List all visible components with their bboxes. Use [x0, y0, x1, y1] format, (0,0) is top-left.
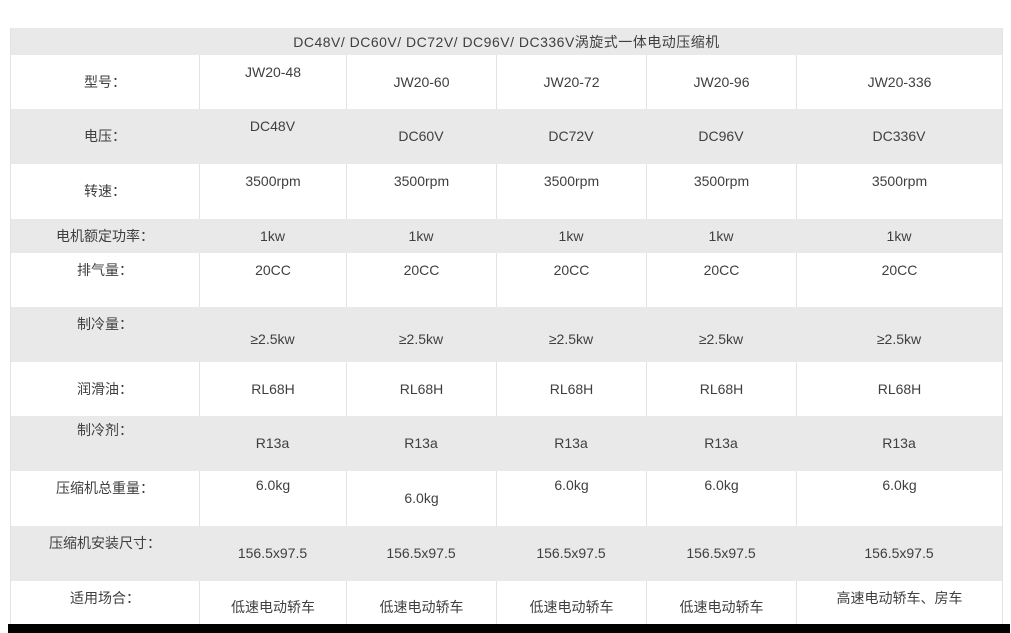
spec-value: R13a: [255, 435, 290, 451]
spec-value: 20CC: [646, 253, 796, 307]
spec-value: R13a: [704, 435, 738, 451]
spec-value: 20CC: [346, 253, 496, 307]
spec-value: JW20-60: [346, 55, 496, 109]
spec-value: ≥2.5kw: [876, 331, 922, 347]
row-label: 压缩机安装尺寸：: [49, 535, 161, 551]
spec-value: R13a: [554, 435, 588, 451]
spec-row-refrigerant: 制冷剂： R13a R13a R13a R13a R13a: [11, 416, 1002, 471]
spec-row-displacement: 排气量： 20CC 20CC 20CC 20CC 20CC: [11, 253, 1002, 307]
spec-row-speed: 转速： 3500rpm 3500rpm 3500rpm 3500rpm 3500…: [11, 164, 1002, 219]
spec-value: JW20-336: [796, 55, 1002, 109]
spec-row-cooling: 制冷量： ≥2.5kw ≥2.5kw ≥2.5kw ≥2.5kw ≥2.5kw: [11, 307, 1002, 362]
spec-value: 6.0kg: [796, 471, 1002, 526]
spec-value: 156.5x97.5: [536, 545, 606, 561]
spec-value: JW20-72: [496, 55, 646, 109]
spec-value: 低速电动轿车: [346, 581, 496, 633]
spec-value: 20CC: [496, 253, 646, 307]
spec-value: DC60V: [398, 128, 444, 144]
spec-value: 1kw: [260, 227, 285, 244]
spec-value: 156.5x97.5: [864, 545, 934, 561]
row-label: 型号：: [84, 73, 126, 90]
spec-value: DC72V: [548, 128, 594, 144]
spec-value: DC96V: [698, 128, 744, 144]
spec-value: RL68H: [346, 362, 496, 416]
row-label: 电机额定功率：: [56, 227, 154, 244]
spec-value: RL68H: [496, 362, 646, 416]
row-label: 电压：: [84, 128, 126, 144]
spec-value: 3500rpm: [199, 164, 346, 219]
spec-value: R13a: [882, 435, 916, 451]
spec-row-model: 型号： JW20-48 JW20-60 JW20-72 JW20-96 JW20…: [11, 55, 1002, 109]
spec-value: 20CC: [796, 253, 1002, 307]
spec-value: 1kw: [408, 227, 434, 244]
spec-value: 6.0kg: [496, 471, 646, 526]
spec-value: 6.0kg: [646, 471, 796, 526]
spec-value: DC48V: [249, 118, 296, 134]
footer-black-bar: [8, 624, 1010, 633]
spec-table: DC48V/ DC60V/ DC72V/ DC96V/ DC336V涡旋式一体电…: [10, 28, 1003, 633]
spec-value: 6.0kg: [199, 471, 346, 526]
spec-value: R13a: [404, 435, 438, 451]
row-label: 转速：: [84, 183, 126, 199]
spec-value: 3500rpm: [796, 164, 1002, 219]
spec-row-dimensions: 压缩机安装尺寸： 156.5x97.5 156.5x97.5 156.5x97.…: [11, 526, 1002, 581]
spec-value: JW20-96: [646, 55, 796, 109]
spec-value: 1kw: [558, 227, 584, 244]
spec-value: 6.0kg: [346, 471, 496, 526]
row-label: 压缩机总重量：: [56, 480, 154, 496]
spec-value: 20CC: [199, 253, 346, 307]
spec-row-weight: 压缩机总重量： 6.0kg 6.0kg 6.0kg 6.0kg 6.0kg: [11, 471, 1002, 526]
spec-value: 低速电动轿车: [496, 581, 646, 633]
spec-value: 156.5x97.5: [237, 545, 308, 561]
row-label: 制冷量：: [77, 316, 133, 332]
row-label: 润滑油：: [77, 380, 133, 397]
spec-value: 低速电动轿车: [646, 581, 796, 633]
spec-value: RL68H: [646, 362, 796, 416]
row-label: 适用场合：: [70, 590, 140, 606]
spec-row-power: 电机额定功率： 1kw 1kw 1kw 1kw 1kw: [11, 219, 1002, 253]
spec-value: 1kw: [886, 227, 912, 244]
spec-value: ≥2.5kw: [250, 331, 295, 347]
table-title: DC48V/ DC60V/ DC72V/ DC96V/ DC336V涡旋式一体电…: [11, 28, 1002, 55]
spec-value: 3500rpm: [496, 164, 646, 219]
row-label: 排气量：: [77, 262, 133, 278]
spec-value: 156.5x97.5: [386, 545, 456, 561]
spec-value: JW20-48: [199, 55, 346, 109]
spec-value: 3500rpm: [346, 164, 496, 219]
spec-value: ≥2.5kw: [548, 331, 594, 347]
spec-value: 低速电动轿车: [199, 581, 346, 633]
spec-value: ≥2.5kw: [698, 331, 744, 347]
spec-value: 高速电动轿车、房车: [796, 581, 1002, 633]
spec-row-lubricant: 润滑油： RL68H RL68H RL68H RL68H RL68H: [11, 362, 1002, 416]
spec-value: DC336V: [872, 128, 926, 144]
row-label: 制冷剂：: [77, 422, 133, 438]
spec-value: RL68H: [796, 362, 1002, 416]
spec-value: 1kw: [708, 227, 734, 244]
spec-row-voltage: 电压： DC48V DC60V DC72V DC96V DC336V: [11, 109, 1002, 164]
spec-value: 156.5x97.5: [686, 545, 756, 561]
spec-value: ≥2.5kw: [398, 331, 444, 347]
spec-value: 3500rpm: [646, 164, 796, 219]
spec-value: RL68H: [199, 362, 346, 416]
